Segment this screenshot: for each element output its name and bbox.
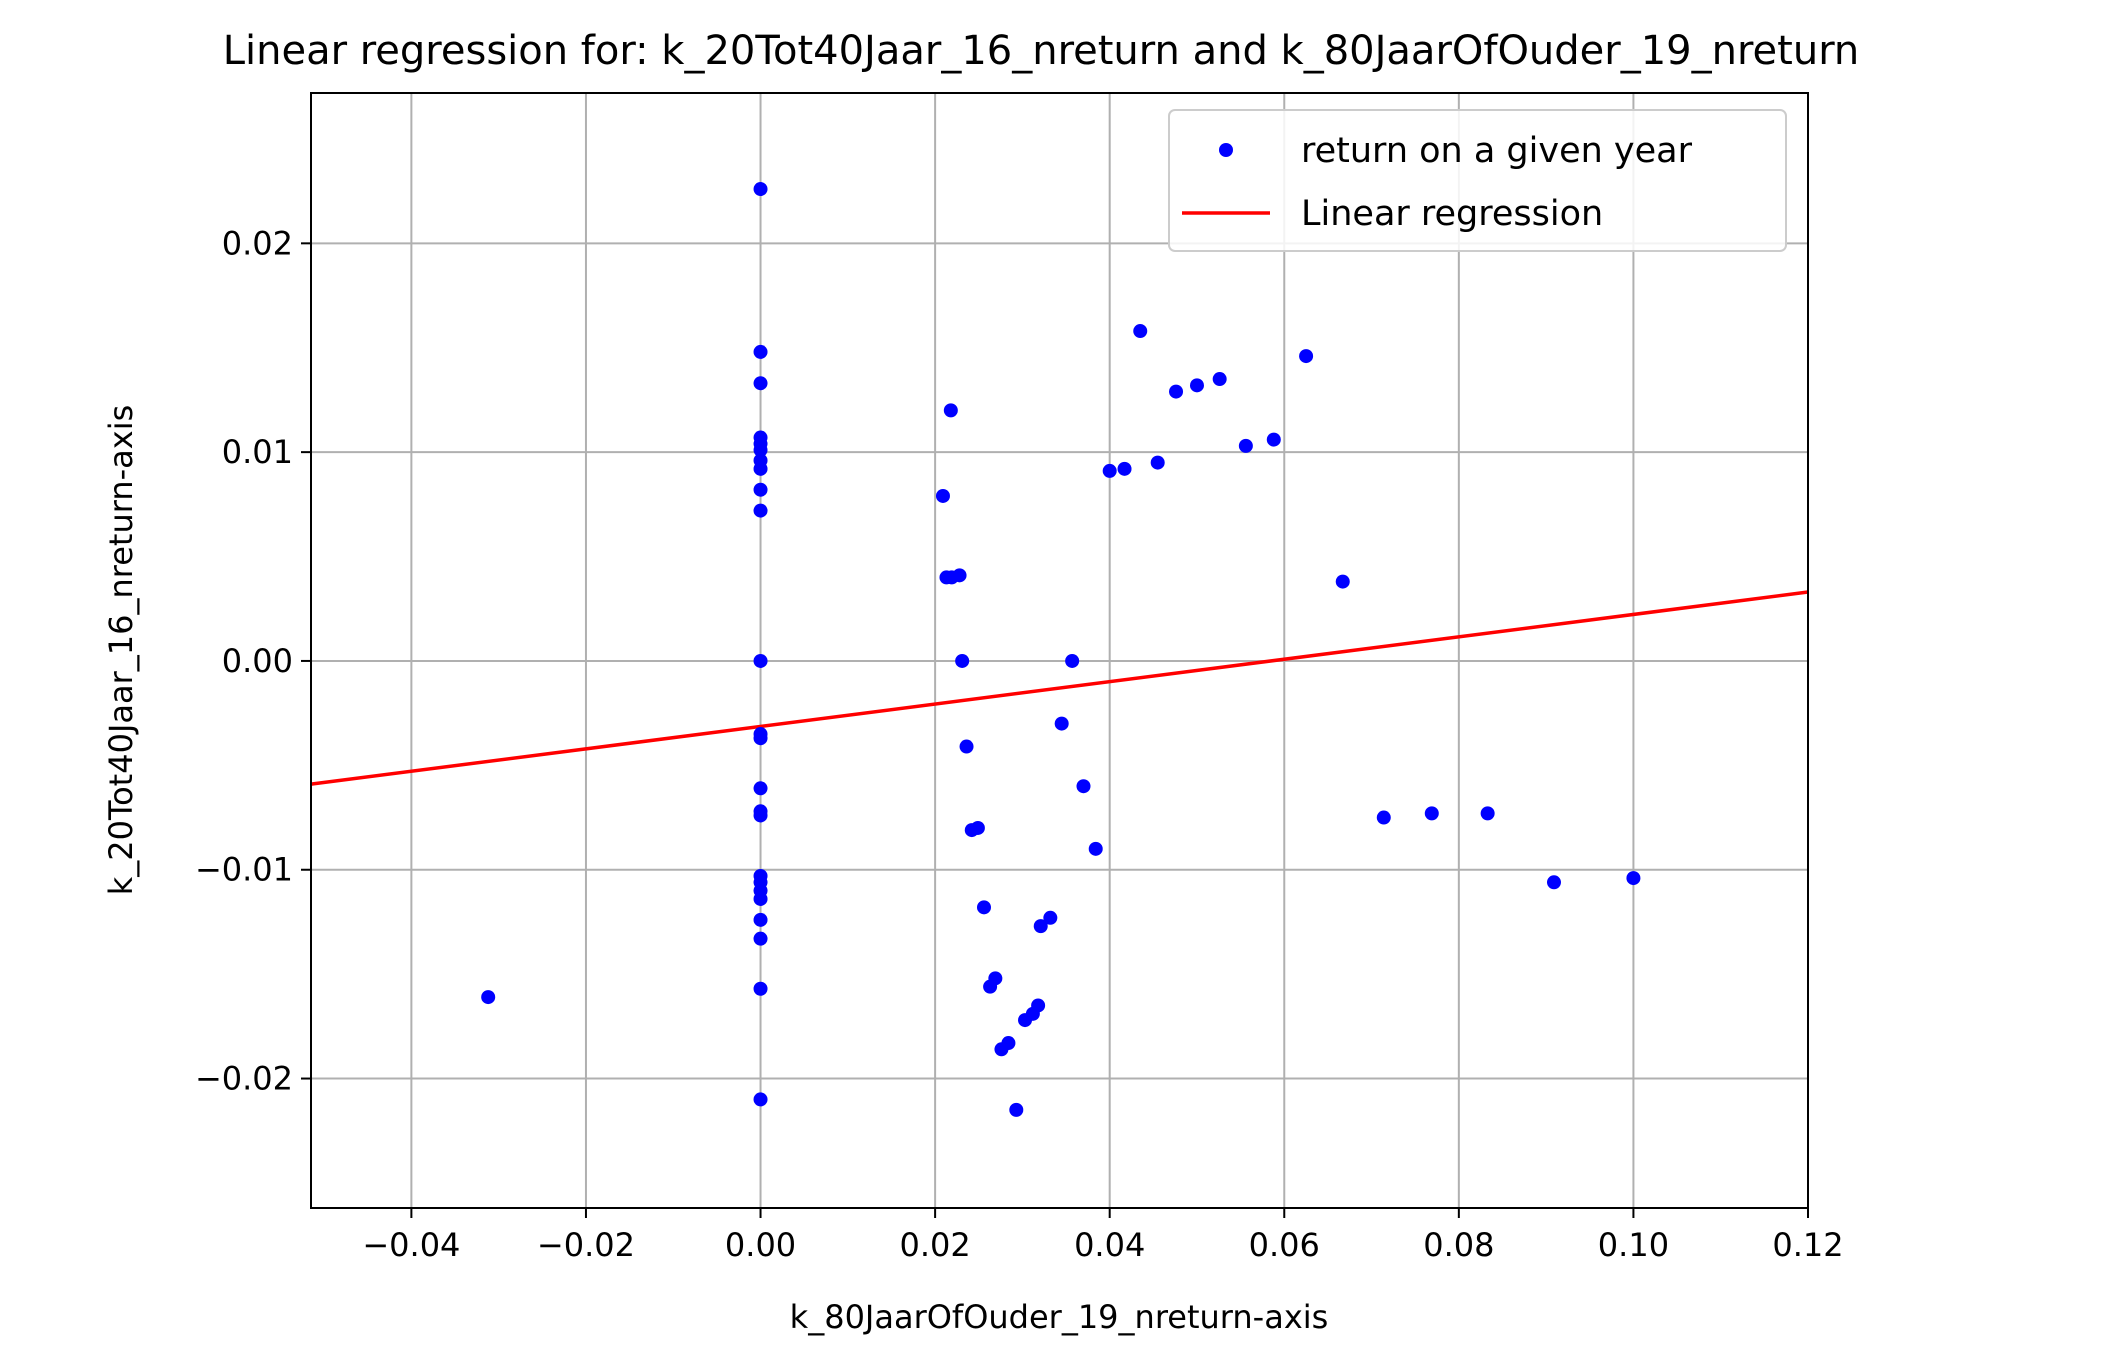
scatter-point — [753, 1092, 768, 1107]
x-tick-label: 0.10 — [1598, 1226, 1669, 1264]
scatter-point — [753, 731, 768, 746]
scatter-point — [959, 739, 974, 754]
scatter-point — [1376, 810, 1391, 825]
scatter-point — [1031, 998, 1046, 1013]
scatter-point — [1033, 919, 1048, 934]
scatter-point — [1169, 384, 1184, 399]
x-tick-label: −0.04 — [362, 1226, 460, 1264]
x-tick-label: 0.08 — [1423, 1226, 1494, 1264]
scatter-point — [1266, 432, 1281, 447]
scatter-point — [753, 981, 768, 996]
regression-line — [310, 590, 1809, 786]
scatter-point — [943, 403, 958, 418]
legend-label-scatter: return on a given year — [1301, 131, 1693, 171]
scatter-points — [481, 182, 1641, 1117]
y-tick-label: 0.01 — [222, 433, 293, 471]
scatter-point — [753, 461, 768, 476]
x-tick-label: 0.06 — [1249, 1226, 1320, 1264]
legend-marker-scatter — [1219, 143, 1233, 157]
scatter-point — [1189, 378, 1204, 393]
scatter-point — [970, 820, 985, 835]
y-tick-label: 0.02 — [222, 224, 293, 262]
scatter-point — [1150, 455, 1165, 470]
scatter-point — [1054, 716, 1069, 731]
scatter-point — [1133, 324, 1148, 339]
scatter-point — [1117, 461, 1132, 476]
scatter-point — [753, 912, 768, 927]
scatter-point — [1065, 653, 1080, 668]
scatter-point — [1088, 841, 1103, 856]
legend: return on a given year Linear regression — [1168, 109, 1787, 252]
x-axis-label: k_80JaarOfOuder_19_nreturn-axis — [790, 1298, 1329, 1336]
scatter-point — [1076, 779, 1091, 794]
x-tick-label: −0.02 — [537, 1226, 635, 1264]
scatter-point — [955, 653, 970, 668]
scatter-point — [1546, 875, 1561, 890]
x-axis-ticks: −0.04 −0.02 0.00 0.02 0.04 0.06 0.08 0.10 0.12 — [362, 1208, 1844, 1264]
scatter-point — [1480, 806, 1495, 821]
y-axis-label: k_20Tot40Jaar_16_nreturn-axis — [102, 405, 140, 896]
x-tick-label: 0.02 — [899, 1226, 970, 1264]
y-tick-label: −0.02 — [195, 1060, 293, 1098]
y-axis-ticks: −0.02 −0.01 0.00 0.01 0.02 — [195, 224, 311, 1098]
scatter-point — [753, 344, 768, 359]
scatter-point — [1001, 1036, 1016, 1051]
scatter-point — [753, 482, 768, 497]
scatter-point — [935, 488, 950, 503]
scatter-point — [753, 931, 768, 946]
scatter-point — [753, 443, 768, 458]
scatter-point — [753, 376, 768, 391]
scatter-point — [1212, 372, 1227, 387]
scatter-point — [976, 900, 991, 915]
scatter-point — [1238, 438, 1253, 453]
scatter-point — [988, 971, 1003, 986]
scatter-point — [1009, 1102, 1024, 1117]
scatter-point — [1626, 871, 1641, 886]
scatter-point — [1335, 574, 1350, 589]
x-tick-label: 0.00 — [725, 1226, 796, 1264]
scatter-point — [1043, 910, 1058, 925]
scatter-point — [753, 891, 768, 906]
scatter-point — [753, 503, 768, 518]
scatter-point — [753, 182, 768, 197]
scatter-point — [952, 568, 967, 583]
grid-lines — [311, 93, 1809, 1208]
scatter-point — [1299, 349, 1314, 364]
chart-title: Linear regression for: k_20Tot40Jaar_16_… — [223, 28, 1860, 74]
legend-box — [1168, 109, 1787, 252]
scatter-point — [481, 990, 496, 1005]
regression-layer — [310, 590, 1809, 786]
scatter-point — [1102, 463, 1117, 478]
legend-label-line: Linear regression — [1301, 194, 1603, 234]
scatter-point — [753, 781, 768, 796]
x-tick-label: 0.12 — [1772, 1226, 1843, 1264]
scatter-point — [1424, 806, 1439, 821]
plot-frame — [310, 92, 1809, 1209]
scatter-point — [753, 653, 768, 668]
scatter-point — [753, 808, 768, 823]
y-tick-label: −0.01 — [195, 851, 293, 889]
y-tick-label: 0.00 — [222, 642, 293, 680]
x-tick-label: 0.04 — [1074, 1226, 1145, 1264]
